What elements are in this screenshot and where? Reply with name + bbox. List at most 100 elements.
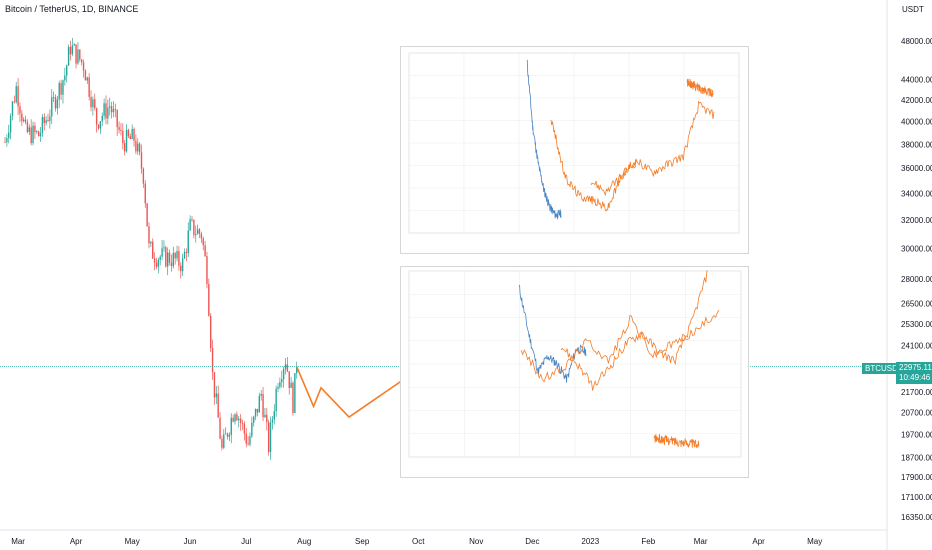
candle-body <box>127 130 130 137</box>
candle-body <box>258 395 261 413</box>
candle-body <box>99 121 102 129</box>
candle-body <box>45 120 47 124</box>
candle-body <box>28 127 31 133</box>
x-tick-label: Apr <box>70 537 83 546</box>
candle-body <box>193 219 195 236</box>
candle-body <box>234 414 236 422</box>
candle-body <box>200 233 203 239</box>
candle-body <box>262 393 264 418</box>
candle-body <box>271 419 274 423</box>
candle-body <box>296 366 298 374</box>
candle-body <box>150 241 152 244</box>
candle-body <box>152 241 154 259</box>
candle-body <box>282 368 285 380</box>
candle-body <box>129 136 131 140</box>
y-tick-label: 32000.00 <box>901 216 932 225</box>
candle-body <box>80 59 83 63</box>
candle-body <box>34 125 36 133</box>
candle-body <box>224 433 227 435</box>
inset-series-line <box>520 309 720 383</box>
candle-body <box>238 418 240 421</box>
candle-body <box>226 433 229 437</box>
candle-body <box>21 113 23 122</box>
y-tick-label: 36000.00 <box>901 164 932 173</box>
candle-body <box>232 417 234 422</box>
candle-body <box>114 109 117 110</box>
candle-body <box>37 131 40 137</box>
candle-body <box>11 101 14 116</box>
x-tick-label: May <box>125 537 140 546</box>
candle-body <box>51 97 53 117</box>
candle-body <box>62 80 64 95</box>
candle-body <box>191 219 193 220</box>
candle-body <box>281 379 283 383</box>
candle-body <box>292 382 294 413</box>
x-tick-label: Sep <box>355 537 370 546</box>
inset-series-line <box>526 59 562 220</box>
candle-body <box>153 258 156 263</box>
candle-body <box>6 138 8 143</box>
candle-body <box>64 75 66 81</box>
candle-body <box>17 86 19 107</box>
y-tick-label: 28000.00 <box>901 275 932 284</box>
candle-body <box>140 152 143 169</box>
candle-body <box>181 258 184 272</box>
candle-body <box>36 131 38 133</box>
candle-body <box>122 131 124 144</box>
candle-body <box>196 229 199 235</box>
candle-body <box>8 132 10 139</box>
y-tick-label: 17900.00 <box>901 473 932 482</box>
candle-body <box>286 364 289 372</box>
inset-series-line <box>518 284 587 383</box>
candle-body <box>110 106 113 113</box>
candle-body <box>105 103 107 119</box>
candle-body <box>112 109 115 113</box>
y-tick-label: 25300.00 <box>901 320 932 329</box>
candle-body <box>103 103 105 116</box>
candle-body <box>211 348 214 373</box>
candle-body <box>254 408 257 417</box>
candle-body <box>30 127 32 144</box>
y-tick-label: 26500.00 <box>901 300 932 309</box>
candle-body <box>13 101 16 103</box>
candle-body <box>217 393 219 418</box>
candle-body <box>69 46 72 55</box>
y-tick-label: 38000.00 <box>901 140 932 149</box>
y-tick-label: 17100.00 <box>901 493 932 502</box>
candle-body <box>206 256 208 285</box>
candle-body <box>58 83 60 100</box>
candle-body <box>118 127 120 130</box>
candle-body <box>260 393 262 396</box>
bar-countdown: 10:49:46 <box>899 373 931 382</box>
candle-body <box>243 423 246 434</box>
candle-body <box>49 116 51 122</box>
candle-body <box>247 443 249 445</box>
candle-body <box>32 125 34 144</box>
candle-body <box>264 414 266 418</box>
candle-body <box>86 77 88 81</box>
inset-chart-top <box>400 46 749 254</box>
candle-body <box>125 130 128 152</box>
candle-body <box>161 248 163 257</box>
candle-body <box>137 143 139 152</box>
y-tick-label: 34000.00 <box>901 189 932 198</box>
candle-body <box>223 434 225 448</box>
candle-body <box>256 408 259 413</box>
y-tick-label: 42000.00 <box>901 96 932 105</box>
candle-body <box>202 238 204 246</box>
candle-body <box>166 252 169 267</box>
candle-body <box>159 256 161 260</box>
inset-series-line <box>550 119 637 212</box>
candle-body <box>144 183 146 204</box>
price-label: 22975.11 10:49:46 <box>896 362 932 384</box>
candle-body <box>101 115 103 122</box>
projection-line <box>295 366 410 419</box>
candle-body <box>120 129 122 132</box>
candle-body <box>39 132 42 137</box>
x-tick-label: 2023 <box>581 537 599 546</box>
x-tick-label: Aug <box>297 537 311 546</box>
candle-body <box>92 99 94 108</box>
candle-body <box>155 262 158 267</box>
candle-body <box>241 422 244 424</box>
